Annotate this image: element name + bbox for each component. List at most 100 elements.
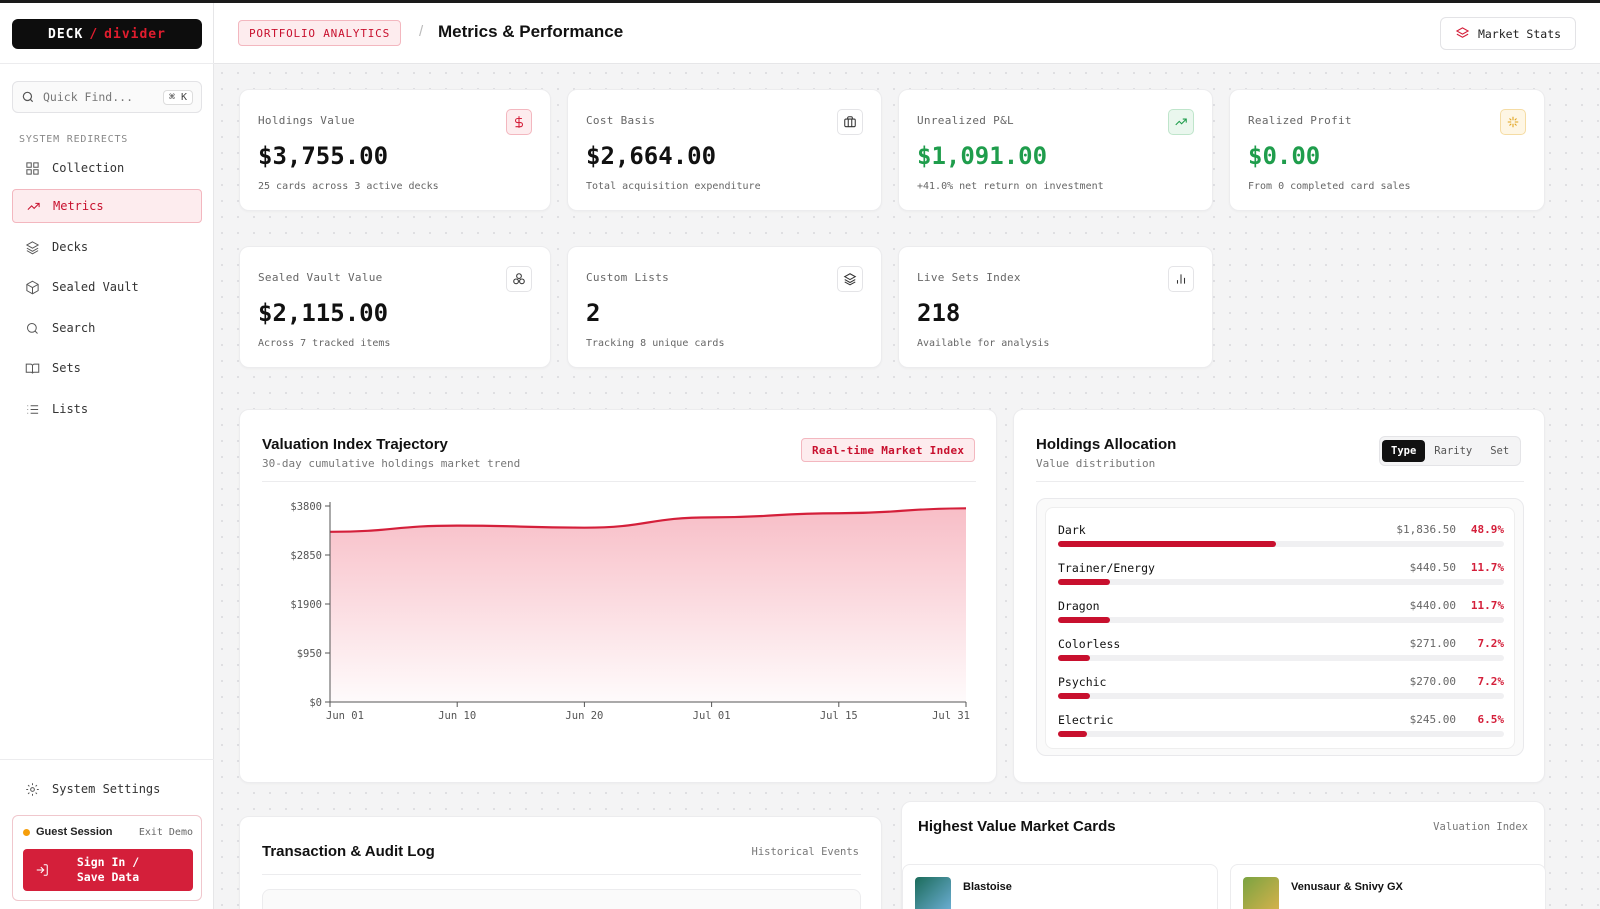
stat-value: $2,664.00 xyxy=(586,142,717,170)
sidebar-item-sets[interactable]: Sets xyxy=(12,351,202,385)
sign-in-label-2: Save Data xyxy=(76,870,140,884)
sidebar-item-collection[interactable]: Collection xyxy=(12,151,202,185)
sign-in-button[interactable]: Sign In / Save Data xyxy=(23,849,193,891)
stat-card-unrealized: Unrealized P&L $1,091.00 +41.0% net retu… xyxy=(898,89,1213,211)
allocation-row: Dark $1,836.50 48.9% xyxy=(1058,518,1504,554)
stat-desc: Available for analysis xyxy=(917,338,1050,349)
allocation-name: Electric xyxy=(1058,713,1114,727)
allocation-name: Trainer/Energy xyxy=(1058,561,1155,575)
market-card-item[interactable]: Blastoise xyxy=(902,864,1218,909)
allocation-name: Dark xyxy=(1058,523,1086,537)
stat-label: Sealed Vault Value xyxy=(258,271,383,284)
stat-label: Cost Basis xyxy=(586,114,656,127)
market-card-item[interactable]: Venusaur & Snivy GX xyxy=(1230,864,1546,909)
briefcase-icon xyxy=(837,109,863,135)
sign-in-label-1: Sign In / xyxy=(76,855,140,870)
market-cards-right-label: Valuation Index xyxy=(1433,821,1528,833)
stat-card-cost-basis: Cost Basis $2,664.00 Total acquisition e… xyxy=(567,89,882,211)
x-tick-label: Jun 10 xyxy=(438,710,476,722)
valuation-line xyxy=(329,507,967,533)
exit-demo-link[interactable]: Exit Demo xyxy=(138,826,193,838)
stat-value: $2,115.00 xyxy=(258,299,389,327)
allocation-track xyxy=(1058,655,1504,661)
allocation-percent: 7.2% xyxy=(1477,675,1505,688)
allocation-row: Dragon $440.00 11.7% xyxy=(1058,594,1504,630)
tab-set[interactable]: Set xyxy=(1490,445,1510,457)
allocation-row: Colorless $271.00 7.2% xyxy=(1058,632,1504,668)
allocation-bar xyxy=(1058,579,1111,585)
allocation-percent: 11.7% xyxy=(1470,599,1504,612)
allocation-list-frame: Dark $1,836.50 48.9% Trainer/Energy $440.50 1… xyxy=(1036,498,1524,756)
sidebar-item-settings[interactable]: System Settings xyxy=(12,772,202,806)
stat-value: $3,755.00 xyxy=(258,142,389,170)
tab-type[interactable]: Type xyxy=(1382,440,1426,462)
y-tick-label: $0 xyxy=(309,697,322,709)
sidebar-item-sealed-vault[interactable]: Sealed Vault xyxy=(12,270,202,304)
breadcrumb-section[interactable]: PORTFOLIO ANALYTICS xyxy=(238,20,402,46)
valuation-title: Valuation Index Trajectory xyxy=(262,436,448,453)
dollar-icon xyxy=(506,109,532,135)
brand-logo[interactable]: DECK / divider xyxy=(12,19,202,49)
y-tick-label: $1900 xyxy=(290,599,322,611)
main-content: Holdings Value $3,755.00 25 cards across… xyxy=(214,65,1600,909)
sidebar-item-label: Decks xyxy=(52,240,89,254)
tab-rarity[interactable]: Rarity xyxy=(1434,445,1473,457)
sidebar-item-decks[interactable]: Decks xyxy=(12,230,202,264)
sidebar-item-label: Search xyxy=(52,321,96,335)
brand-left: DECK xyxy=(48,26,84,42)
gear-icon xyxy=(26,782,39,796)
sidebar-item-label: Lists xyxy=(52,402,89,416)
stat-value: 2 xyxy=(586,299,601,327)
sidebar-item-label: Collection xyxy=(52,161,125,175)
sidebar-item-label: Sets xyxy=(52,361,81,375)
allocation-title: Holdings Allocation xyxy=(1036,436,1177,453)
allocation-bar xyxy=(1058,693,1091,699)
quick-find[interactable]: ⌘ K xyxy=(12,81,202,113)
allocation-value: $1,836.50 xyxy=(1396,523,1456,536)
transaction-panel: Transaction & Audit Log Historical Event… xyxy=(239,816,882,909)
list-icon xyxy=(27,404,39,414)
allocation-track xyxy=(1058,617,1504,623)
valuation-panel: Valuation Index Trajectory 30-day cumula… xyxy=(239,409,997,783)
sidebar-item-search[interactable]: Search xyxy=(12,311,202,345)
stat-card-custom-lists: Custom Lists 2 Tracking 8 unique cards xyxy=(567,246,882,368)
allocation-value: $271.00 xyxy=(1409,637,1456,650)
sidebar-item-lists[interactable]: Lists xyxy=(12,392,202,426)
market-stats-button[interactable]: Market Stats xyxy=(1440,17,1576,50)
sidebar-divider xyxy=(0,63,214,64)
allocation-subtitle: Value distribution xyxy=(1036,457,1156,470)
stat-value: $1,091.00 xyxy=(917,142,1048,170)
guest-session-text: Guest Session xyxy=(36,826,113,838)
stat-card-holdings: Holdings Value $3,755.00 25 cards across… xyxy=(239,89,551,211)
allocation-name: Psychic xyxy=(1058,675,1107,689)
valuation-chart: $0 $950 $1900 $2850 $3800 Jun 01 Jun 10 Jun 20 J… xyxy=(290,501,970,722)
valuation-area xyxy=(330,508,966,702)
panel-divider xyxy=(262,481,976,482)
allocation-list[interactable]: Dark $1,836.50 48.9% Trainer/Energy $440.50 1… xyxy=(1045,507,1515,749)
y-tick-label: $2850 xyxy=(290,550,322,562)
allocation-row: Trainer/Energy $440.50 11.7% xyxy=(1058,556,1504,592)
sparkle-icon xyxy=(1500,109,1526,135)
section-label: SYSTEM REDIRECTS xyxy=(19,134,129,145)
allocation-track xyxy=(1058,731,1504,737)
stat-label: Live Sets Index xyxy=(917,271,1021,284)
sidebar-divider xyxy=(0,759,214,760)
allocation-value: $440.00 xyxy=(1409,599,1456,612)
stat-card-realized: Realized Profit $0.00 From 0 completed c… xyxy=(1229,89,1545,211)
sidebar-item-metrics[interactable]: Metrics xyxy=(12,189,202,223)
stat-label: Custom Lists xyxy=(586,271,670,284)
allocation-name: Colorless xyxy=(1058,637,1121,651)
allocation-row: Electric $245.00 6.5% xyxy=(1058,708,1504,744)
quick-find-input[interactable] xyxy=(43,90,163,104)
stat-label: Unrealized P&L xyxy=(917,114,1014,127)
realtime-badge: Real-time Market Index xyxy=(801,438,976,462)
trending-up-icon xyxy=(1168,109,1194,135)
transaction-right-label: Historical Events xyxy=(751,846,859,858)
cluster-icon xyxy=(506,266,532,292)
allocation-bar xyxy=(1058,731,1087,737)
bars-icon xyxy=(1168,266,1194,292)
stat-desc: Total acquisition expenditure xyxy=(586,181,761,192)
stat-card-live-sets: Live Sets Index 218 Available for analys… xyxy=(898,246,1213,368)
panel-divider xyxy=(262,874,861,875)
stat-label: Holdings Value xyxy=(258,114,355,127)
